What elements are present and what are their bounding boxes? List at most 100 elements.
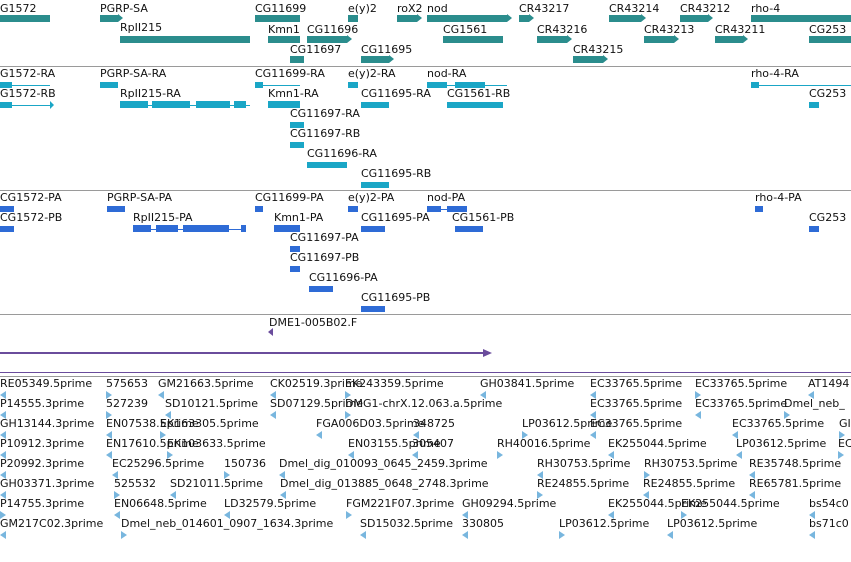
gene-glyph[interactable] [519,15,529,22]
gene-glyph[interactable] [644,36,674,43]
gene-label[interactable]: CG11695 [361,43,413,56]
protein-label[interactable]: nod-PA [427,191,466,204]
est-label[interactable]: RE35748.5prime [749,457,842,470]
gene-glyph[interactable] [100,15,118,22]
est-label[interactable]: 348725 [413,417,455,430]
rna-label[interactable]: CG11697-RA [290,107,360,120]
gene-glyph[interactable] [427,15,507,22]
est-glyph[interactable] [270,391,276,399]
est-glyph[interactable] [749,471,755,479]
est-label[interactable]: SD21011.5prime [170,477,263,490]
est-label[interactable]: EK243359.5prime [345,377,444,390]
est-glyph[interactable] [0,471,6,479]
est-glyph[interactable] [537,491,543,499]
est-glyph[interactable] [462,531,468,539]
contig-line[interactable] [0,352,483,354]
est-label[interactable]: EK255044.5prime [608,497,707,510]
gene-label[interactable]: CG11696 [307,23,359,36]
est-glyph[interactable] [106,451,112,459]
gene-label[interactable]: CR43212 [680,2,731,15]
est-label[interactable]: FGA006D03.5prime [316,417,425,430]
protein-label[interactable]: CG11695-PB [361,291,431,304]
protein-label[interactable]: Kmn1-PA [274,211,324,224]
est-label[interactable]: Dmel_neb_014601_0907_1634.3prime [121,517,334,530]
est-glyph[interactable] [0,531,6,539]
gene-glyph[interactable] [268,36,300,43]
protein-glyph[interactable] [427,206,441,212]
est-label[interactable]: RE05349.5prime [0,377,93,390]
protein-glyph[interactable] [183,225,229,232]
rna-glyph[interactable] [809,102,819,108]
rna-glyph[interactable] [455,82,485,88]
gene-label[interactable]: CG253 [809,23,847,36]
est-glyph[interactable] [360,531,366,539]
est-glyph[interactable] [809,511,815,519]
est-label[interactable]: RE65781.5prime [749,477,842,490]
est-label[interactable]: 330805 [462,517,504,530]
est-glyph[interactable] [0,431,6,439]
est-label[interactable]: LP03612.5prime [667,517,758,530]
est-label[interactable]: P14755.3prime [0,497,85,510]
est-glyph[interactable] [412,451,418,459]
est-label[interactable]: EC [838,437,851,450]
rna-label[interactable]: CG11696-RA [307,147,377,160]
est-glyph[interactable] [497,451,503,459]
est-label[interactable]: LP03612.5prime [736,437,827,450]
protein-label[interactable]: rho-4-PA [755,191,802,204]
est-label[interactable]: AT1494 [808,377,850,390]
rna-label[interactable]: G1572-RA [0,67,56,80]
est-glyph[interactable] [784,411,790,419]
protein-label[interactable]: CG11695-PA [361,211,430,224]
est-glyph[interactable] [590,391,596,399]
gene-glyph[interactable] [680,15,708,22]
est-label[interactable]: EC33765.5prime [590,377,683,390]
gene-glyph[interactable] [348,15,358,22]
protein-label[interactable]: RpII215-PA [133,211,193,224]
est-glyph[interactable] [749,491,755,499]
est-glyph[interactable] [224,511,230,519]
est-label[interactable]: LP03612.5prime [522,417,613,430]
est-label[interactable]: 150736 [224,457,266,470]
rna-glyph[interactable] [234,101,246,108]
gene-glyph[interactable] [573,56,603,63]
contig-glyph[interactable] [268,328,273,336]
rna-glyph[interactable] [290,142,304,148]
rna-glyph[interactable] [307,162,347,168]
rna-glyph[interactable] [152,101,190,108]
est-glyph[interactable] [346,511,352,519]
protein-glyph[interactable] [809,226,819,232]
est-glyph[interactable] [590,431,596,439]
est-label[interactable]: EK255044.5prime [608,437,707,450]
est-label[interactable]: GH09294.5prime [462,497,557,510]
est-label[interactable]: EC33765.5prime [732,417,825,430]
est-glyph[interactable] [809,531,815,539]
protein-label[interactable]: CG11697-PB [290,251,360,264]
protein-glyph[interactable] [290,246,300,252]
protein-label[interactable]: CG1572-PB [0,211,63,224]
rna-glyph[interactable] [427,82,447,88]
est-glyph[interactable] [0,491,6,499]
protein-glyph[interactable] [133,225,151,232]
est-glyph[interactable] [348,451,354,459]
rna-glyph[interactable] [361,102,389,108]
rna-label[interactable]: CG253 [809,87,847,100]
est-glyph[interactable] [608,511,614,519]
protein-label[interactable]: CG1572-PA [0,191,62,204]
est-glyph[interactable] [106,391,112,399]
est-label[interactable]: EK103633.5prime [167,437,266,450]
rna-label[interactable]: CG11695-RB [361,167,432,180]
est-label[interactable]: 305407 [412,437,454,450]
est-label[interactable]: P10912.3prime [0,437,85,450]
est-label[interactable]: EK163305.5prime [160,417,259,430]
est-glyph[interactable] [121,531,127,539]
rna-glyph[interactable] [255,82,263,88]
est-glyph[interactable] [681,511,687,519]
est-label[interactable]: LD32579.5prime [224,497,317,510]
est-label[interactable]: EN17610.5prime [106,437,199,450]
est-label[interactable]: P20992.3prime [0,457,85,470]
est-glyph[interactable] [106,411,112,419]
rna-label[interactable]: RpII215-RA [120,87,181,100]
est-label[interactable]: FGM221F07.3prime [346,497,455,510]
est-label[interactable]: RH30753.5prime [644,457,738,470]
rna-glyph[interactable] [100,82,118,88]
